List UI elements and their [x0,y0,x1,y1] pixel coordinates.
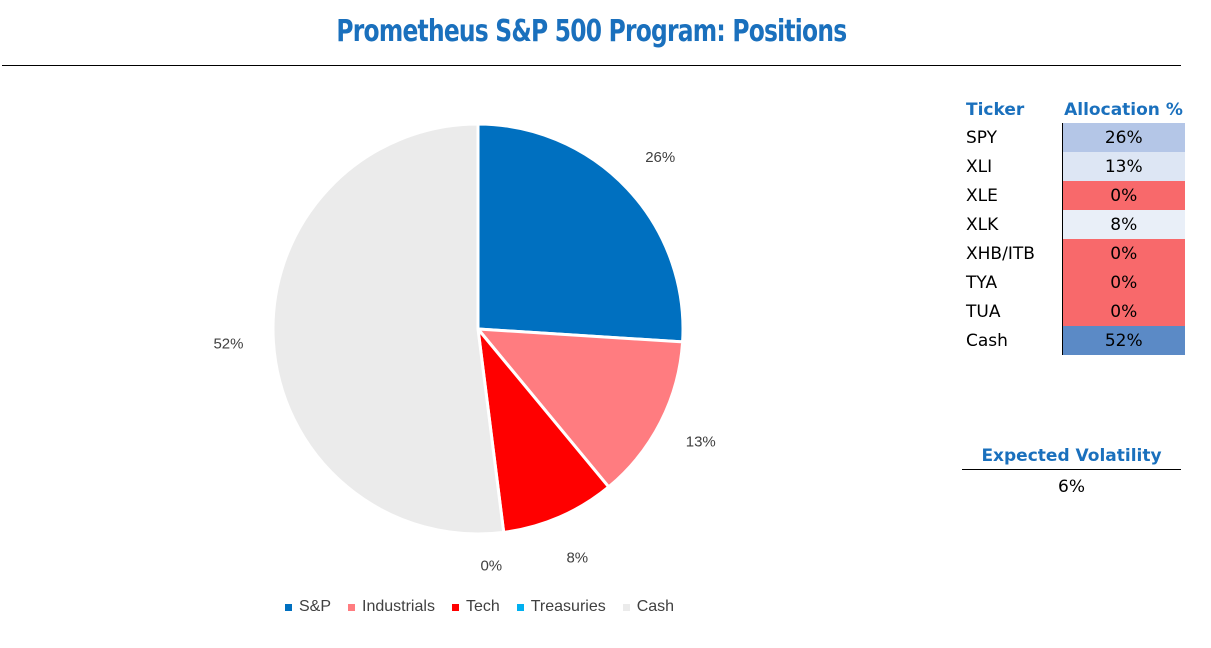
pie-label-cash: 52% [213,336,243,353]
legend-swatch-treasuries [516,603,524,611]
allocation-cell: 0% [1061,268,1185,297]
title-divider [2,65,1181,66]
legend-item-industrials: Industrials [348,598,435,616]
legend-label-tech: Tech [465,598,500,615]
pie-label-tech: 8% [566,549,588,566]
pie-slice-tech [475,324,611,535]
allocation-cell: 52% [1061,326,1185,355]
pie-label-treasuries: 0% [480,558,502,575]
allocation-cell: 0% [1061,239,1185,268]
legend-label-cash: Cash [636,598,675,615]
allocation-cell: 0% [1061,181,1185,210]
table-row: XLE 0% [962,181,1185,210]
pie-slice-industrials [474,327,685,490]
table-row: SPY 26% [962,123,1185,152]
legend-swatch-industrials [348,603,356,611]
pie-slice-s-p [476,122,685,344]
legend-label-s-p: S&P [299,598,332,615]
table-header-row: Ticker Allocation % [962,96,1185,123]
pie-data-labels: 26% 13% 8% 0% 52% [213,149,715,575]
ticker-cell: XLI [966,156,993,177]
expected-volatility-value: 6% [1058,477,1085,497]
pie-chart: 26% 13% 8% 0% 52% [213,122,716,575]
expected-volatility-title: Expected Volatility [962,446,1181,470]
legend-swatch-cash [622,603,630,611]
table-row: XLK 8% [962,210,1185,239]
allocation-cell: 13% [1061,152,1185,181]
ticker-cell: XHB/ITB [966,243,1035,264]
ticker-cell: TUA [966,301,1001,322]
pie-label-industrials: 13% [686,433,716,450]
pie-slices [271,122,685,536]
chart-legend: S&P Industrials Tech Treasuries Cash [285,598,691,616]
legend-item-treasuries: Treasuries [516,598,606,616]
allocation-header: Allocation % [1064,99,1183,120]
legend-label-treasuries: Treasuries [530,598,606,615]
legend-item-s-p: S&P [285,598,331,616]
ticker-cell: SPY [966,127,998,148]
pie-slice-cash [271,122,506,536]
legend-swatch-tech [451,603,459,611]
ticker-cell: XLE [966,185,998,206]
allocation-cell: 0% [1061,297,1185,326]
table-row: XLI 13% [962,152,1185,181]
table-row: XHB/ITB 0% [962,239,1185,268]
allocation-cell: 26% [1061,123,1185,152]
legend-item-cash: Cash [622,598,675,616]
ticker-cell: XLK [966,214,999,235]
legend-label-industrials: Industrials [362,598,435,615]
page-title: Prometheus S&P 500 Program: Positions [336,14,847,49]
ticker-cell: Cash [966,330,1008,351]
ticker-header: Ticker [966,99,1025,120]
allocation-cell: 8% [1061,210,1185,239]
ticker-cell: TYA [966,272,998,293]
pie-label-s-p: 26% [645,149,675,166]
legend-swatch-s-p [285,603,292,611]
table-row: TYA 0% [962,268,1185,297]
legend-item-tech: Tech [451,598,500,616]
allocation-table: Ticker Allocation % SPY 26% XLI 13% XLE 0% XLK… [962,96,1185,355]
table-row: Cash 52% [962,326,1185,355]
table-row: TUA 0% [962,297,1185,326]
